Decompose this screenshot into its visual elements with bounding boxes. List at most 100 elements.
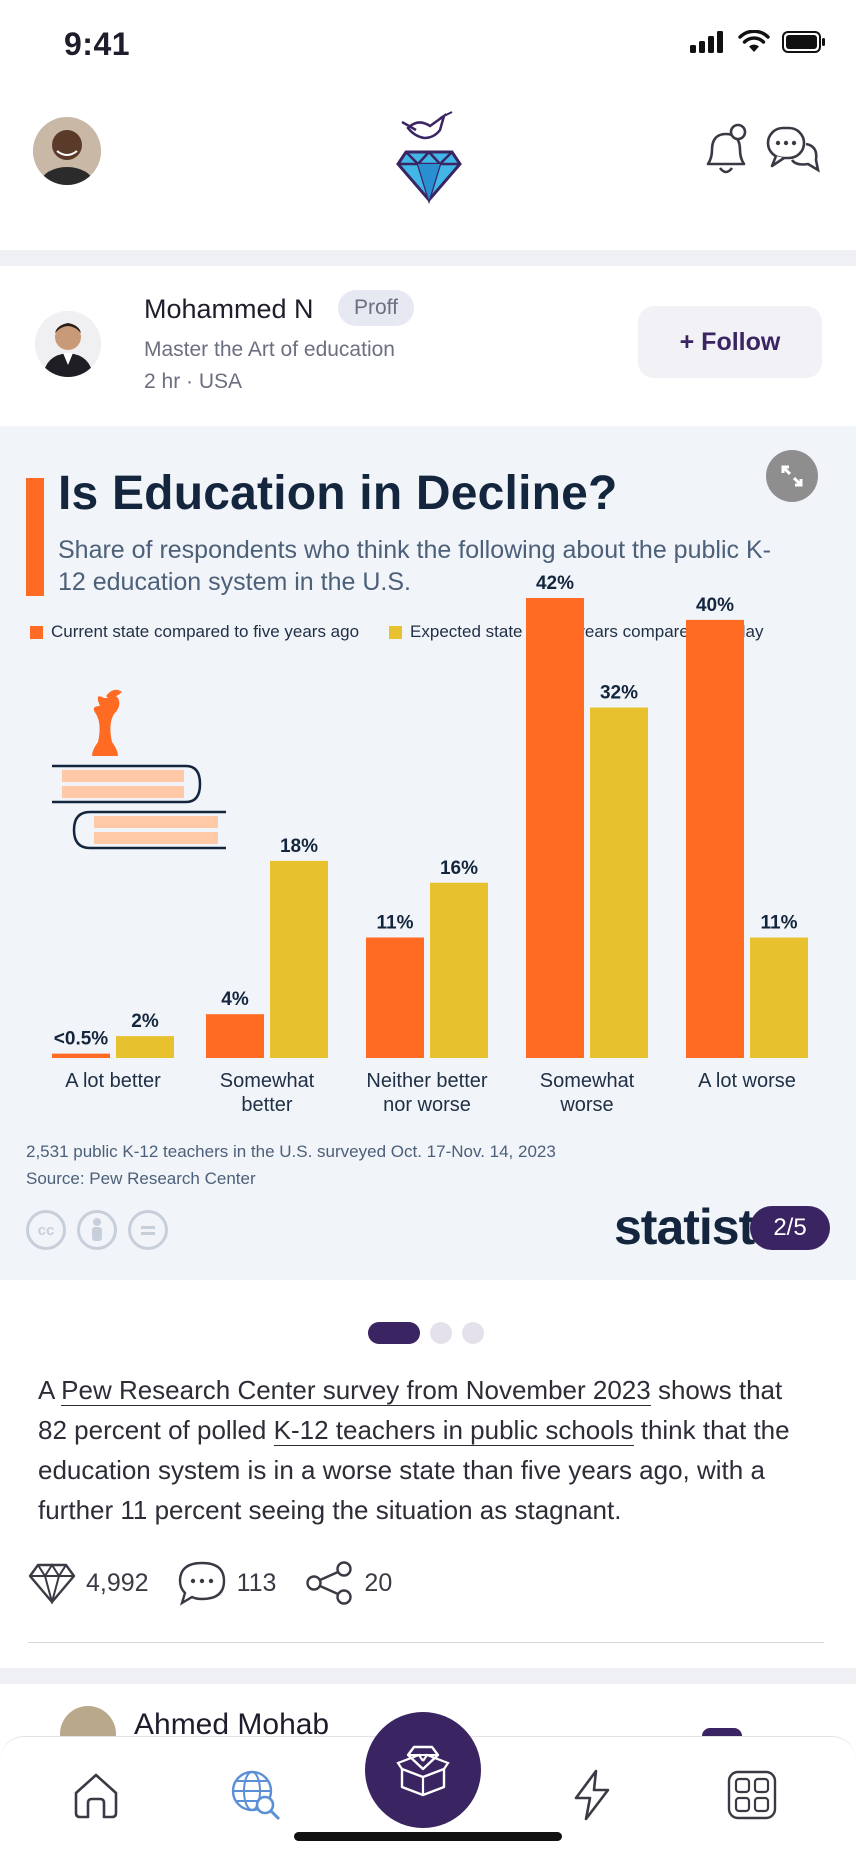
category-label: A lot better [65, 1070, 161, 1092]
legend-swatch-expected [389, 625, 403, 639]
tab-home[interactable] [68, 1767, 124, 1823]
legend-swatch-current [30, 625, 43, 639]
home-icon [74, 1773, 118, 1819]
follow-button[interactable]: + Follow [638, 306, 822, 378]
category-label: worse [559, 1094, 613, 1116]
carousel-dot[interactable] [462, 1322, 484, 1344]
bar-current-5 [686, 619, 744, 1058]
category-label: nor worse [383, 1094, 471, 1116]
grid-icon [727, 1770, 777, 1820]
gems-count: 4,992 [86, 1568, 149, 1597]
author-avatar-image [35, 311, 101, 377]
post-header: Mohammed N Proff Master the Art of educa… [0, 266, 856, 426]
data-label: 4% [221, 989, 249, 1010]
tab-apps[interactable] [724, 1767, 780, 1823]
legend-label: Expected state in five years compared to… [410, 622, 764, 641]
bell-icon[interactable] [700, 122, 752, 178]
expand-icon [781, 465, 803, 487]
home-indicator [294, 1832, 562, 1841]
bar-current-2 [206, 1014, 264, 1058]
post-divider [28, 1642, 824, 1643]
expand-button[interactable] [766, 450, 818, 502]
data-label: 40% [696, 595, 734, 616]
shares-stat[interactable]: 20 [304, 1560, 392, 1606]
chart-note: 2,531 public K-12 teachers in the U.S. s… [26, 1138, 556, 1192]
bar-expected-2 [270, 860, 328, 1058]
data-label: 2% [131, 1011, 159, 1032]
legend-item: Expected state in five years compared to… [389, 622, 763, 642]
bar-expected-5 [750, 937, 808, 1058]
user-avatar[interactable] [33, 117, 101, 185]
status-icons [690, 30, 826, 54]
bar-expected-1 [116, 1036, 174, 1058]
chart-card[interactable]: Is Education in Decline? Share of respon… [0, 426, 856, 1280]
page-counter: 2/5 [750, 1206, 830, 1250]
data-label: <0.5% [54, 1029, 109, 1050]
category-label: Somewhat [220, 1070, 315, 1092]
bar-current-4 [526, 598, 584, 1058]
comments-stat[interactable]: 113 [177, 1560, 277, 1606]
post-meta: 2 hr · USA [144, 370, 243, 393]
teachers-link[interactable]: K-12 teachers in public schools [273, 1415, 634, 1446]
post-body: A Pew Research Center survey from Novemb… [38, 1370, 818, 1530]
next-author-name[interactable]: Ahmed Mohab [134, 1708, 330, 1741]
section-divider [0, 1668, 856, 1684]
comment-icon [178, 1561, 225, 1606]
status-bar: 9:41 [0, 0, 856, 90]
data-label: 18% [280, 836, 318, 857]
chart-source: Source: Pew Research Center [26, 1169, 256, 1188]
tab-explore[interactable] [228, 1767, 284, 1823]
carousel-dot-active[interactable] [368, 1322, 420, 1344]
author-name[interactable]: Mohammed N [144, 294, 314, 324]
category-label: Somewhat [540, 1070, 635, 1092]
globe-search-icon [231, 1770, 281, 1821]
survey-link[interactable]: Pew Research Center survey from November… [61, 1375, 651, 1406]
category-label: Neither better [366, 1070, 488, 1092]
comments-count: 113 [236, 1568, 277, 1597]
data-label: 42% [536, 573, 574, 594]
author-avatar[interactable] [35, 311, 101, 377]
tab-activity[interactable] [564, 1767, 620, 1823]
legend-item: Current state compared to five years ago [30, 622, 359, 642]
bar-expected-4 [590, 707, 648, 1058]
books-apple-illustration [52, 689, 226, 850]
chat-icon[interactable] [766, 122, 820, 178]
chart-legend: Current state compared to five years ago… [30, 622, 763, 642]
post-text: A [38, 1375, 62, 1405]
bar-current-3 [366, 937, 424, 1058]
battery-icon [782, 31, 825, 53]
create-post-button[interactable] [365, 1712, 481, 1828]
chart-subtitle: Share of respondents who think the follo… [58, 536, 771, 596]
data-label: 11% [377, 913, 414, 934]
license-icons: cc [26, 1210, 168, 1250]
data-label: 11% [761, 913, 798, 934]
author-tagline: Master the Art of education [144, 338, 395, 361]
nd-icon [128, 1210, 168, 1250]
post-text: think that the education system is in a … [38, 1415, 790, 1525]
lightning-icon [574, 1769, 610, 1821]
data-label: 32% [600, 683, 638, 704]
post-text: shows that 82 percent of polled [38, 1375, 783, 1445]
top-header [0, 90, 856, 250]
wifi-icon [738, 30, 770, 52]
data-label: 16% [440, 858, 478, 879]
carousel-dot[interactable] [430, 1322, 452, 1344]
share-icon [306, 1561, 353, 1605]
category-label: A lot worse [698, 1070, 796, 1092]
carousel-dots [368, 1322, 484, 1344]
status-time: 9:41 [64, 26, 131, 62]
chart-title: Is Education in Decline? [58, 467, 618, 520]
category-label: better [241, 1094, 292, 1116]
bar-current-1 [52, 1053, 110, 1058]
diamond-icon [28, 1563, 76, 1604]
legend-label: Current state compared to five years ago [51, 622, 360, 641]
gems-stat[interactable]: 4,992 [28, 1562, 149, 1604]
section-divider [0, 250, 856, 266]
cc-icon: cc [26, 1210, 66, 1250]
author-badge: Proff [338, 290, 414, 326]
by-icon [77, 1210, 117, 1250]
bar-chart-plot: <0.5%2%A lot better4%18%Somewhatbetter11… [52, 573, 808, 1116]
diamond-dove-logo[interactable] [394, 108, 464, 208]
gem-box-icon [396, 1745, 450, 1797]
